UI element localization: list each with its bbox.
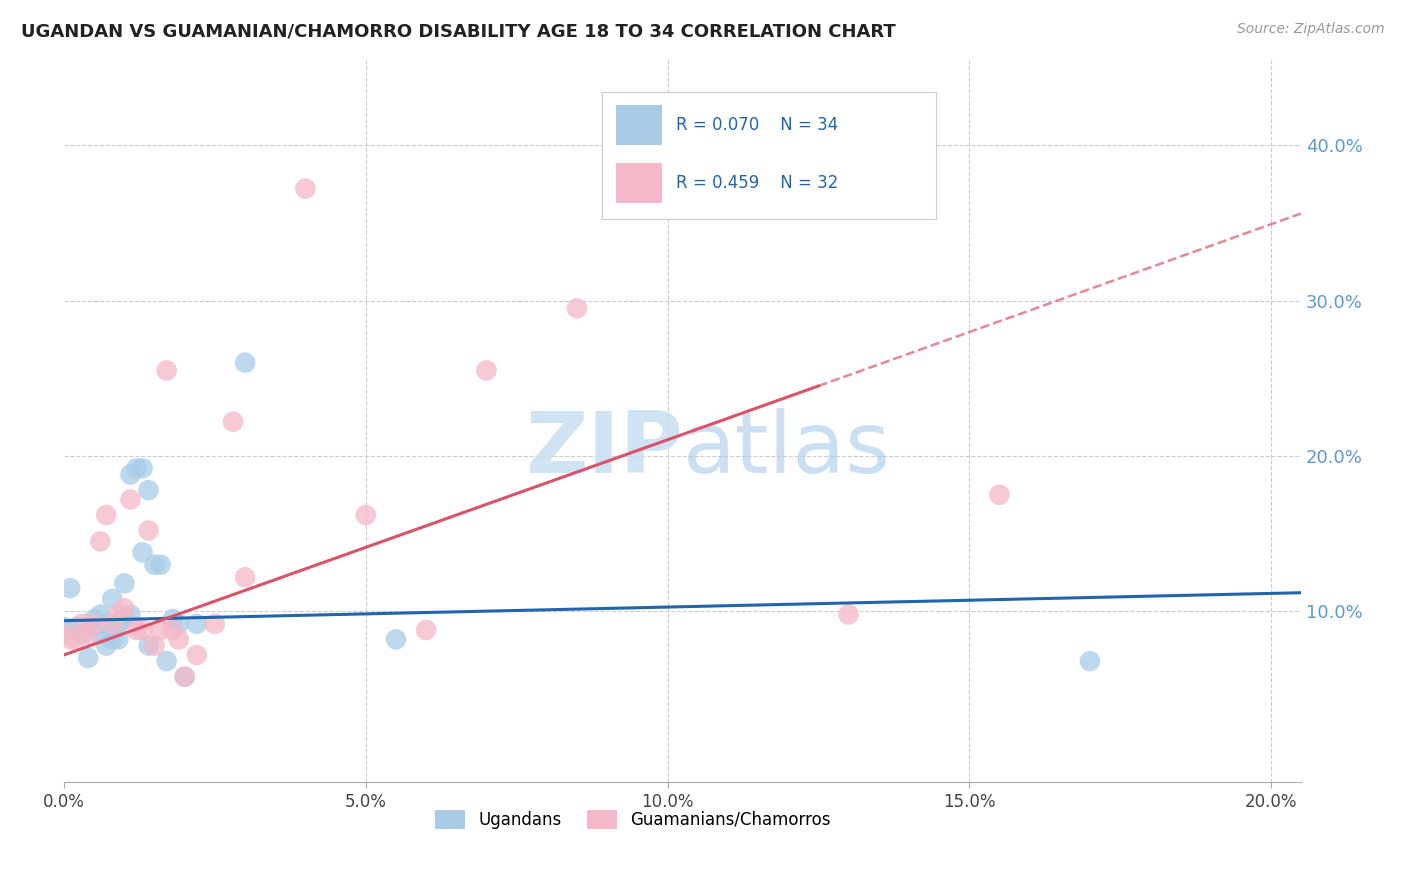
Point (112, 576, 135, 591)
Point (385, 632, 408, 647)
Point (143, 558, 166, 572)
Point (173, 670, 195, 684)
Point (131, 461, 153, 475)
Legend: Ugandans, Guamanians/Chamorros: Ugandans, Guamanians/Chamorros (429, 803, 838, 836)
Point (77, 628, 100, 642)
Point (59, 632, 82, 647)
Point (125, 623, 148, 637)
Point (53, 628, 76, 642)
Point (149, 623, 172, 637)
Point (83, 612, 105, 626)
Point (138, 524, 160, 538)
Point (149, 558, 172, 572)
Point (988, 488, 1011, 502)
Point (143, 639, 166, 653)
Point (77, 651, 100, 665)
Point (89, 628, 111, 642)
Point (70, 616, 93, 631)
Point (107, 607, 129, 622)
Point (59, 581, 82, 595)
Point (1078, 654, 1101, 668)
Point (120, 467, 142, 482)
Point (83, 616, 105, 631)
Text: ZIP: ZIP (524, 409, 682, 491)
Point (415, 623, 437, 637)
Point (838, 607, 860, 622)
Point (138, 483, 160, 497)
Point (107, 616, 129, 631)
Point (120, 607, 142, 622)
Point (294, 181, 316, 195)
Point (186, 648, 208, 662)
Point (156, 363, 179, 377)
Point (233, 570, 256, 584)
Point (65, 632, 87, 647)
Point (131, 623, 153, 637)
Text: UGANDAN VS GUAMANIAN/CHAMORRO DISABILITY AGE 18 TO 34 CORRELATION CHART: UGANDAN VS GUAMANIAN/CHAMORRO DISABILITY… (21, 22, 896, 40)
Point (138, 639, 160, 653)
Point (96, 639, 118, 653)
Point (233, 356, 256, 370)
Point (101, 616, 124, 631)
Point (101, 632, 124, 647)
Point (120, 492, 142, 507)
Point (475, 363, 498, 377)
Point (173, 670, 195, 684)
Point (167, 632, 190, 647)
Point (204, 616, 226, 631)
Point (565, 301, 588, 316)
Text: atlas: atlas (682, 409, 890, 491)
Point (112, 601, 135, 615)
Point (96, 616, 118, 631)
Point (162, 623, 184, 637)
Text: Source: ZipAtlas.com: Source: ZipAtlas.com (1237, 22, 1385, 37)
Point (101, 591, 124, 606)
Point (53, 620, 76, 634)
Point (162, 612, 184, 626)
Point (222, 415, 245, 429)
Point (83, 620, 105, 634)
Point (156, 654, 179, 668)
Point (131, 545, 153, 559)
Point (70, 628, 93, 642)
Point (354, 508, 377, 522)
Point (112, 612, 135, 626)
Point (96, 508, 118, 522)
Point (186, 616, 208, 631)
Point (107, 632, 129, 647)
Point (89, 534, 111, 549)
Point (89, 607, 111, 622)
Point (125, 461, 148, 475)
Point (65, 620, 87, 634)
Point (167, 616, 190, 631)
